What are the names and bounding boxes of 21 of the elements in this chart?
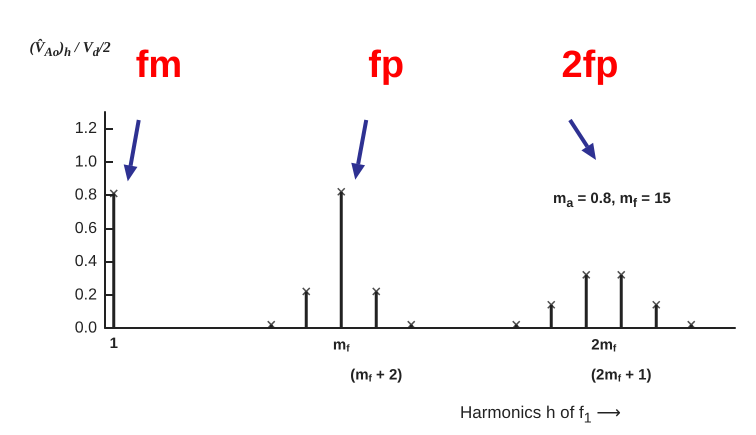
point	[582, 270, 590, 280]
x-tick-label: 1	[110, 335, 118, 352]
annotation: m$_{a}$ = 0.8, m$_{f}$ = 15	[553, 190, 671, 210]
y-tick-label: 0.2	[74, 286, 98, 304]
y-tick-label: 0.4	[74, 253, 98, 270]
annotation: fp	[368, 44, 404, 86]
point	[372, 287, 380, 296]
point	[617, 270, 626, 280]
x-axis-title: Harmonics h of f$_{1}$ ⟶	[460, 402, 620, 426]
point	[547, 300, 556, 309]
text: 2fp	[562, 44, 618, 86]
point	[302, 287, 310, 296]
y-tick-label: 1.2	[74, 120, 98, 138]
annotation: fm	[136, 44, 182, 86]
point	[652, 300, 660, 309]
y-tick-label: 1.0	[74, 153, 98, 170]
y-tick-label: 0.0	[74, 320, 98, 336]
y-tick-label: 0.6	[74, 220, 98, 237]
point	[337, 188, 346, 196]
y-tick-label: 0.8	[74, 186, 98, 204]
y-axis-title: (V̂$_{Ao}$)$_{h}$ / V$_{d}$/2	[30, 40, 111, 60]
